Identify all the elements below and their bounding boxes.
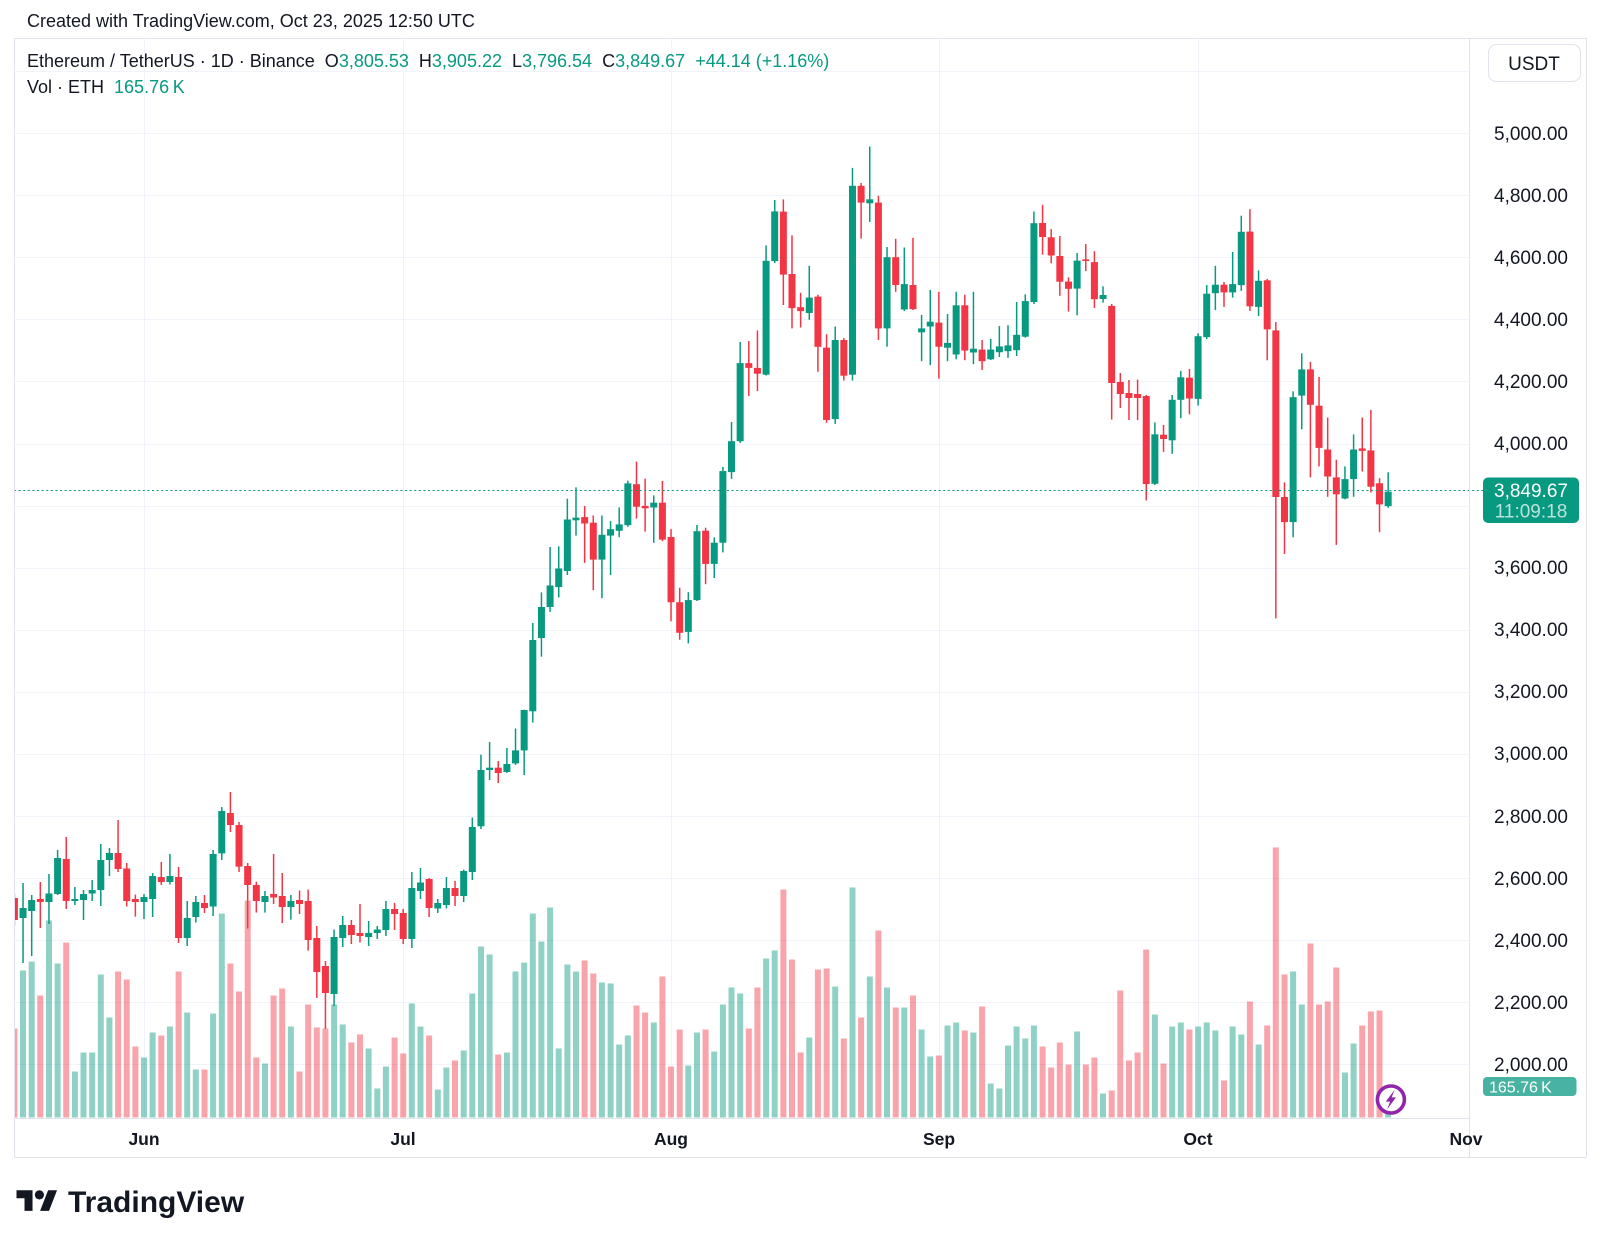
svg-text:3,400.00: 3,400.00 <box>1494 620 1568 641</box>
svg-text:5,000.00: 5,000.00 <box>1494 124 1568 145</box>
svg-text:3,000.00: 3,000.00 <box>1494 744 1568 765</box>
svg-text:USDT: USDT <box>1508 54 1560 75</box>
svg-text:TradingView: TradingView <box>68 1186 245 1219</box>
svg-text:3,200.00: 3,200.00 <box>1494 682 1568 703</box>
svg-text:4,400.00: 4,400.00 <box>1494 310 1568 331</box>
svg-text:2,600.00: 2,600.00 <box>1494 869 1568 890</box>
svg-text:Jul: Jul <box>390 1129 415 1149</box>
svg-text:2,800.00: 2,800.00 <box>1494 807 1568 828</box>
svg-text:Nov: Nov <box>1449 1129 1482 1149</box>
svg-text:2,200.00: 2,200.00 <box>1494 993 1568 1014</box>
svg-text:4,600.00: 4,600.00 <box>1494 248 1568 269</box>
svg-text:Sep: Sep <box>923 1129 955 1149</box>
svg-text:4,800.00: 4,800.00 <box>1494 186 1568 207</box>
svg-text:3,849.67: 3,849.67 <box>1494 481 1568 502</box>
svg-text:2,000.00: 2,000.00 <box>1494 1055 1568 1076</box>
svg-text:3,600.00: 3,600.00 <box>1494 558 1568 579</box>
svg-text:Jun: Jun <box>128 1129 159 1149</box>
svg-text:11:09:18: 11:09:18 <box>1495 502 1568 523</box>
svg-text:2,400.00: 2,400.00 <box>1494 931 1568 952</box>
svg-text:Oct: Oct <box>1183 1129 1212 1149</box>
svg-text:Aug: Aug <box>654 1129 688 1149</box>
svg-text:4,000.00: 4,000.00 <box>1494 434 1568 455</box>
svg-text:165.76 K: 165.76 K <box>1489 1080 1552 1097</box>
svg-text:4,200.00: 4,200.00 <box>1494 372 1568 393</box>
